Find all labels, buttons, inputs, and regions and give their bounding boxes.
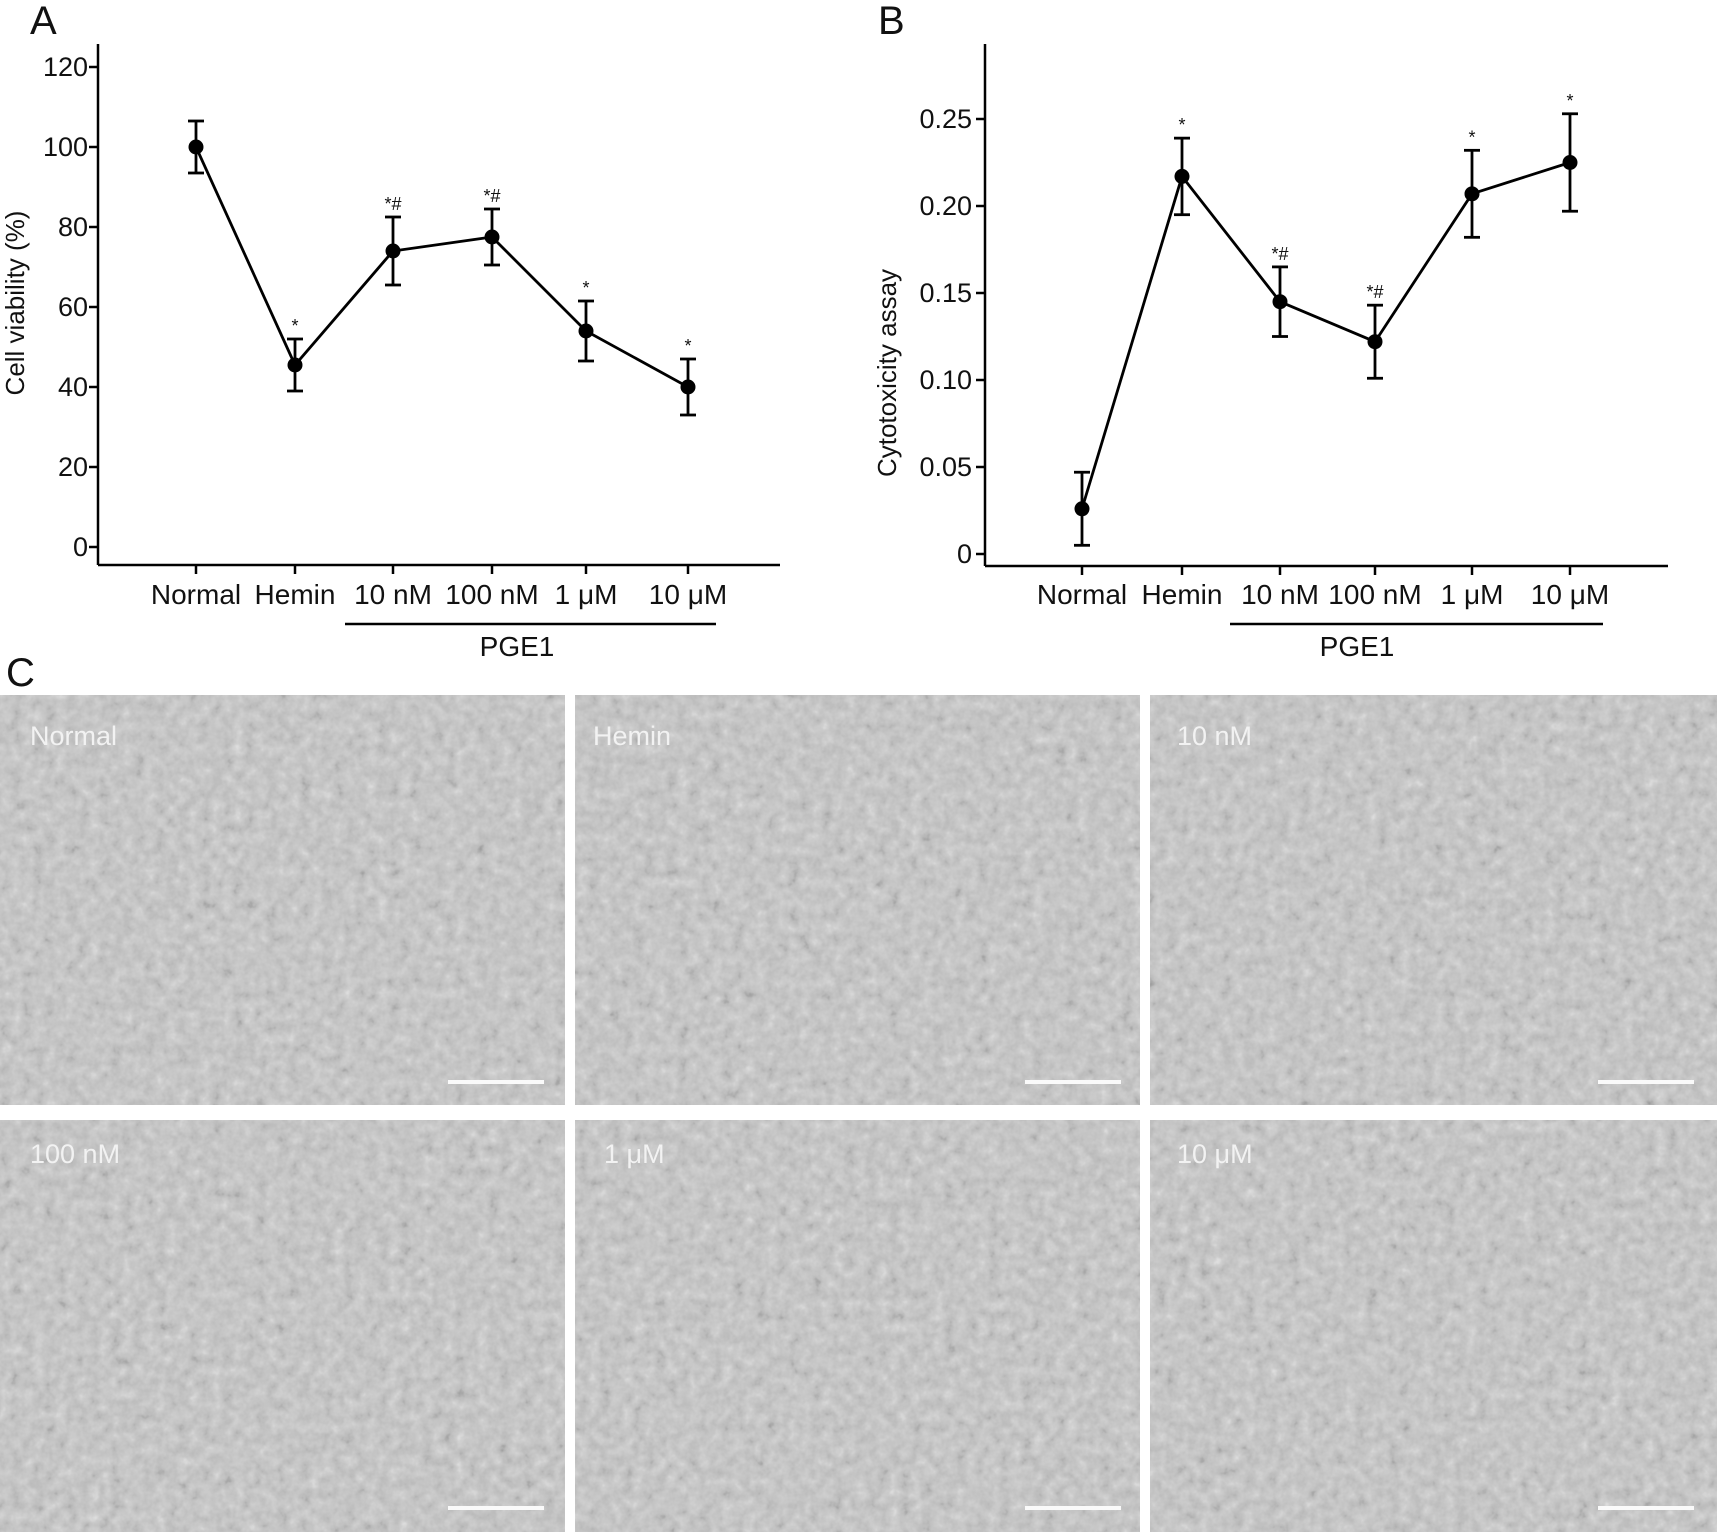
chart-a: Cell viability (%) PGE1 0 20 40 60 80 100 120 N…: [0, 44, 780, 662]
data-point: [1272, 294, 1288, 310]
series-line: [194, 146, 689, 389]
data-point: [1074, 501, 1090, 517]
y-tick-label: 0: [957, 539, 972, 569]
x-tick-label: Hemin: [1142, 579, 1223, 610]
data-point: [1367, 334, 1383, 350]
y-tick-label: 40: [58, 372, 88, 402]
micrograph-hemin: Hemin: [575, 695, 1140, 1105]
data-point: [1464, 186, 1480, 202]
micrograph-label: Normal: [30, 721, 117, 751]
significance-label: *#: [1366, 282, 1383, 302]
data-point: [680, 379, 696, 395]
micrograph-10nm: 10 nM: [1150, 695, 1717, 1105]
micrograph-label: 10 nM: [1177, 721, 1252, 751]
group-label: PGE1: [1320, 631, 1395, 662]
data-point: [1562, 155, 1578, 170]
x-tick-label: 10 nM: [354, 579, 432, 610]
x-tick-label: 1 μM: [555, 579, 618, 610]
data-point: [385, 243, 401, 259]
significance-label: *: [1178, 115, 1185, 135]
data-point: [484, 229, 500, 245]
significance-label: *: [582, 278, 589, 298]
micrograph-label: 100 nM: [30, 1139, 120, 1169]
y-tick-label: 100: [43, 132, 88, 162]
micrograph-10um: 10 μM: [1150, 1120, 1717, 1532]
significance-label: *: [1566, 91, 1573, 111]
phase-contrast-image: [1150, 1120, 1717, 1532]
y-tick-label: 0: [73, 532, 88, 562]
significance-label: *#: [384, 194, 401, 214]
y-tick-label: 0.10: [919, 365, 972, 395]
x-tick-label: 100 nM: [1328, 579, 1421, 610]
x-tick-label: Hemin: [255, 579, 336, 610]
phase-contrast-image: [575, 695, 1140, 1105]
y-tick-label: 0.25: [919, 104, 972, 134]
group-label: PGE1: [480, 631, 555, 662]
phase-contrast-image: [575, 1120, 1140, 1532]
significance-label: *#: [483, 186, 500, 206]
micrograph-100nm: 100 nM: [0, 1120, 565, 1532]
chart-b: Cytotoxicity assay PGE1 0 0.05 0.10 0.15 0.2…: [872, 44, 1668, 662]
y-tick-label: 80: [58, 212, 88, 242]
data-point: [287, 357, 303, 373]
x-tick-label: 10 nM: [1241, 579, 1319, 610]
y-tick-label: 120: [43, 52, 88, 82]
y-tick-label: 0.20: [919, 191, 972, 221]
phase-contrast-image: [0, 695, 565, 1105]
data-point: [578, 323, 594, 339]
panel-letter-b: B: [878, 0, 905, 43]
phase-contrast-image: [0, 1120, 565, 1532]
y-axis-label: Cytotoxicity assay: [872, 269, 902, 477]
y-axis-label: Cell viability (%): [0, 211, 30, 396]
micrograph-1um: 1 μM: [575, 1120, 1140, 1532]
significance-label: *#: [1271, 244, 1288, 264]
phase-contrast-image: [1150, 695, 1717, 1105]
panel-letter-c: C: [6, 651, 35, 695]
y-tick-label: 0.05: [919, 452, 972, 482]
data-point: [1174, 168, 1190, 184]
significance-label: *: [684, 336, 691, 356]
y-tick-label: 20: [58, 452, 88, 482]
x-tick-label: Normal: [151, 579, 241, 610]
micrograph-normal: Normal: [0, 695, 565, 1105]
x-tick-label: Normal: [1037, 579, 1127, 610]
micrograph-label: Hemin: [593, 721, 671, 751]
micrograph-grid: Normal Hemin 10 nM 100 nM 1 μM 10 μM: [0, 695, 1717, 1532]
x-tick-label: 100 nM: [445, 579, 538, 610]
significance-label: *: [1468, 127, 1475, 147]
micrograph-label: 1 μM: [604, 1139, 665, 1169]
significance-label: *: [291, 316, 298, 336]
panel-letter-a: A: [30, 0, 57, 43]
x-tick-label: 1 μM: [1441, 579, 1504, 610]
x-tick-label: 10 μM: [1531, 579, 1609, 610]
series-line: [1080, 161, 1571, 510]
micrograph-label: 10 μM: [1177, 1139, 1253, 1169]
data-point: [188, 139, 204, 155]
y-tick-label: 0.15: [919, 278, 972, 308]
x-tick-label: 10 μM: [649, 579, 727, 610]
y-tick-label: 60: [58, 292, 88, 322]
